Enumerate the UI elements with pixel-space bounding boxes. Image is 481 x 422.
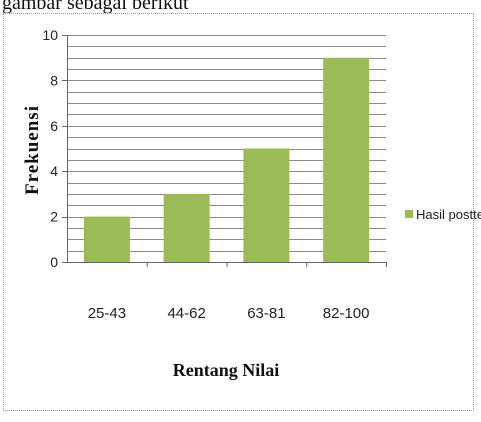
- y-tick-label: 10: [42, 27, 58, 43]
- axes: [62, 35, 387, 267]
- y-tick-label: 6: [50, 118, 58, 134]
- legend: Hasil posttest: [405, 207, 481, 222]
- x-axis-title: Rentang Nilai: [173, 360, 280, 380]
- chart-frame: [3, 13, 474, 411]
- legend-swatch: [405, 210, 413, 218]
- x-tick-label: 25-43: [88, 305, 126, 322]
- y-tick-label: 0: [50, 254, 58, 270]
- caption-fragment: gambar sebagai berikut: [2, 0, 189, 14]
- y-tick-label: 4: [50, 163, 58, 179]
- bar-25-43: [83, 216, 130, 262]
- bar-44-62: [163, 193, 210, 262]
- x-tick-label: 44-62: [167, 305, 205, 322]
- bars: [83, 57, 370, 263]
- x-tick-label: 82-100: [323, 305, 370, 322]
- y-tick-label: 2: [50, 209, 58, 225]
- y-tick-labels: 0 2 4 6 8 10: [42, 27, 58, 270]
- bar-82-100: [323, 57, 370, 263]
- legend-label: Hasil posttest: [416, 207, 481, 222]
- y-tick-label: 8: [50, 72, 58, 88]
- bar-63-81: [243, 148, 290, 262]
- x-tick-labels: 25-43 44-62 63-81 82-100: [88, 305, 370, 322]
- x-tick-label: 63-81: [247, 305, 285, 322]
- y-axis-title: Frekuensi: [22, 105, 43, 195]
